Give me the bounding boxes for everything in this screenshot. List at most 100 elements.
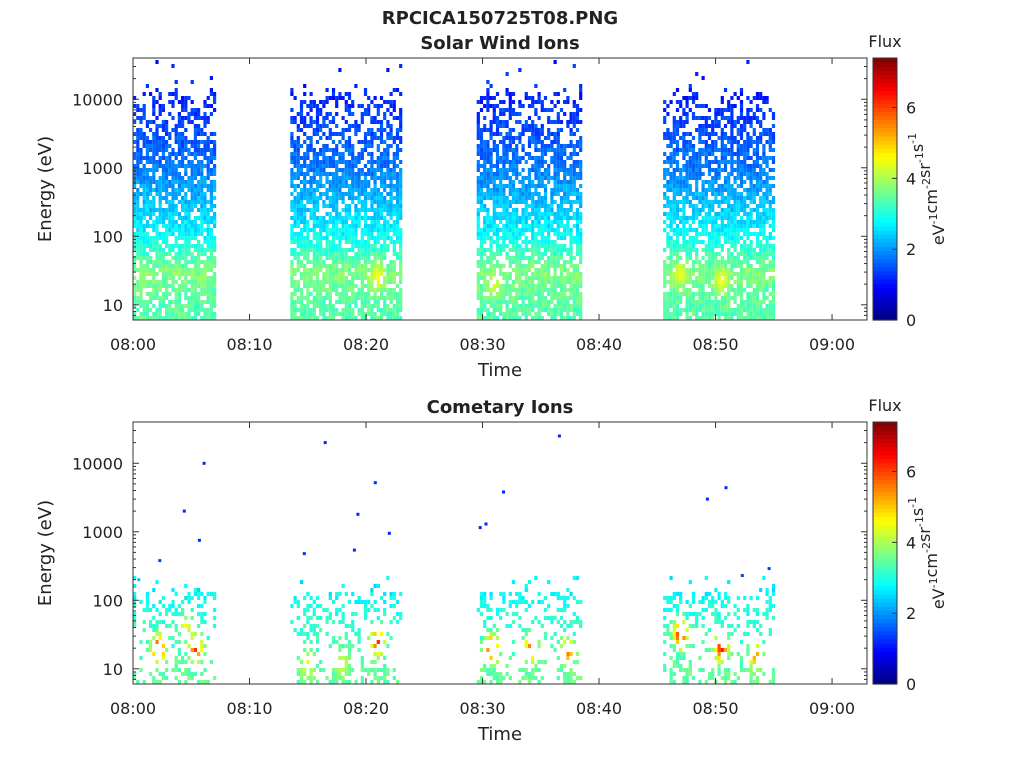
spectrogram-cell bbox=[688, 140, 692, 144]
spectrogram-cell bbox=[704, 148, 708, 152]
spectrogram-cell bbox=[707, 300, 712, 304]
spectrogram-cell bbox=[206, 244, 210, 248]
spectrogram-cell bbox=[165, 228, 169, 232]
spectrogram-cell bbox=[319, 216, 323, 220]
spectrogram-cell bbox=[190, 276, 194, 280]
spectrogram-cell bbox=[389, 172, 393, 176]
spectrogram-cell bbox=[299, 116, 304, 120]
spectrogram-cell bbox=[379, 316, 384, 320]
spectrogram-cell bbox=[559, 256, 564, 260]
spectrogram-cell bbox=[569, 244, 573, 248]
spectrogram-cell bbox=[351, 316, 355, 320]
spectrogram-cell bbox=[540, 308, 544, 312]
spectrogram-cell bbox=[187, 224, 191, 228]
spectrogram-cell bbox=[360, 252, 364, 256]
spectrogram-cell bbox=[190, 196, 194, 200]
spectrogram-cell bbox=[155, 148, 159, 152]
spectrogram-cell bbox=[553, 220, 557, 224]
spectrogram-cell bbox=[534, 144, 538, 148]
spectrogram-cell bbox=[579, 92, 583, 96]
spectrogram-cell bbox=[335, 292, 339, 296]
spectrogram-cell bbox=[483, 180, 487, 184]
spectrogram-cell bbox=[572, 292, 576, 296]
spectrogram-cell bbox=[511, 228, 516, 232]
spectrogram-cell bbox=[299, 276, 304, 280]
spectrogram-cell bbox=[357, 312, 361, 316]
spectrogram-cell bbox=[695, 212, 699, 216]
spectrogram-cell bbox=[502, 168, 506, 172]
spectrogram-cell bbox=[682, 216, 686, 220]
spectrogram-cell bbox=[579, 300, 583, 304]
spectrogram-cell bbox=[727, 272, 731, 276]
spectrogram-cell bbox=[723, 236, 728, 240]
spectrogram-cell bbox=[511, 164, 516, 168]
spectrogram-cell bbox=[309, 268, 313, 272]
spectrogram-cell bbox=[309, 104, 313, 108]
spectrogram-cell bbox=[303, 176, 307, 180]
spectrogram-cell bbox=[682, 96, 686, 100]
spectrogram-cell bbox=[354, 188, 358, 192]
spectrogram-cell bbox=[736, 156, 740, 160]
spectrogram-cell bbox=[360, 216, 364, 220]
spectrogram-cell bbox=[193, 264, 197, 268]
spectrogram-cell bbox=[213, 204, 217, 208]
spectrogram-cell bbox=[383, 228, 387, 232]
spectrogram-cell bbox=[142, 200, 146, 204]
spectrogram-cell bbox=[711, 256, 715, 260]
spectrogram-cell bbox=[373, 168, 377, 172]
spectrogram-cell bbox=[505, 312, 509, 316]
spectrogram-cell bbox=[701, 116, 705, 120]
spectrogram-cell bbox=[682, 152, 686, 156]
spectrogram-cell bbox=[540, 240, 544, 244]
spectrogram-cell bbox=[666, 312, 670, 316]
spectrogram-cell bbox=[672, 220, 676, 224]
spectrogram-cell bbox=[392, 288, 396, 292]
spectrogram-cell bbox=[341, 144, 345, 148]
spectrogram-cell bbox=[499, 108, 503, 112]
spectrogram-cell bbox=[360, 148, 364, 152]
spectrogram-cell bbox=[704, 264, 708, 268]
spectrogram-cell bbox=[306, 232, 310, 236]
spectrogram-cell bbox=[489, 236, 493, 240]
spectrogram-cell bbox=[553, 180, 557, 184]
spectrogram-cell bbox=[492, 188, 496, 192]
spectrogram-cell bbox=[669, 268, 673, 272]
spectrogram-cell bbox=[492, 200, 496, 204]
spectrogram-cell bbox=[537, 156, 541, 160]
spectrogram-cell bbox=[486, 80, 490, 84]
spectrogram-cell bbox=[569, 120, 573, 124]
spectrogram-cell bbox=[714, 108, 718, 112]
spectrogram-cell bbox=[515, 280, 519, 284]
spectrogram-cell bbox=[550, 200, 554, 204]
spectrogram-cell bbox=[679, 308, 683, 312]
spectrogram-cell bbox=[566, 180, 570, 184]
spectrogram-cell bbox=[515, 228, 519, 232]
spectrogram-cell bbox=[508, 240, 512, 244]
spectrogram-cell bbox=[505, 200, 509, 204]
spectrogram-cell bbox=[155, 144, 159, 148]
spectrogram-cell bbox=[155, 88, 159, 92]
spectrogram-cell bbox=[508, 260, 512, 264]
spectrogram-cell bbox=[357, 192, 361, 196]
spectrogram-cell bbox=[531, 184, 535, 188]
spectrogram-cell bbox=[290, 156, 294, 160]
spectrogram-cell bbox=[354, 256, 358, 260]
spectrogram-cell bbox=[701, 192, 705, 196]
spectrogram-cell bbox=[698, 268, 702, 272]
spectrogram-cell bbox=[181, 132, 185, 136]
spectrogram-cell bbox=[193, 164, 197, 168]
spectrogram-cell bbox=[328, 196, 332, 200]
spectrogram-cell bbox=[347, 168, 352, 172]
spectrogram-cell bbox=[502, 288, 506, 292]
spectrogram-cell bbox=[184, 96, 188, 100]
spectrogram-cell bbox=[197, 200, 201, 204]
spectrogram-cell bbox=[479, 184, 484, 188]
spectrogram-cell bbox=[537, 192, 541, 196]
spectrogram-cell bbox=[360, 112, 364, 116]
spectrogram-cell bbox=[190, 172, 194, 176]
spectrogram-cell bbox=[666, 292, 670, 296]
spectrogram-cell bbox=[701, 264, 705, 268]
spectrogram-cell bbox=[290, 300, 294, 304]
spectrogram-cell bbox=[152, 132, 156, 136]
spectrogram-cell bbox=[572, 200, 576, 204]
